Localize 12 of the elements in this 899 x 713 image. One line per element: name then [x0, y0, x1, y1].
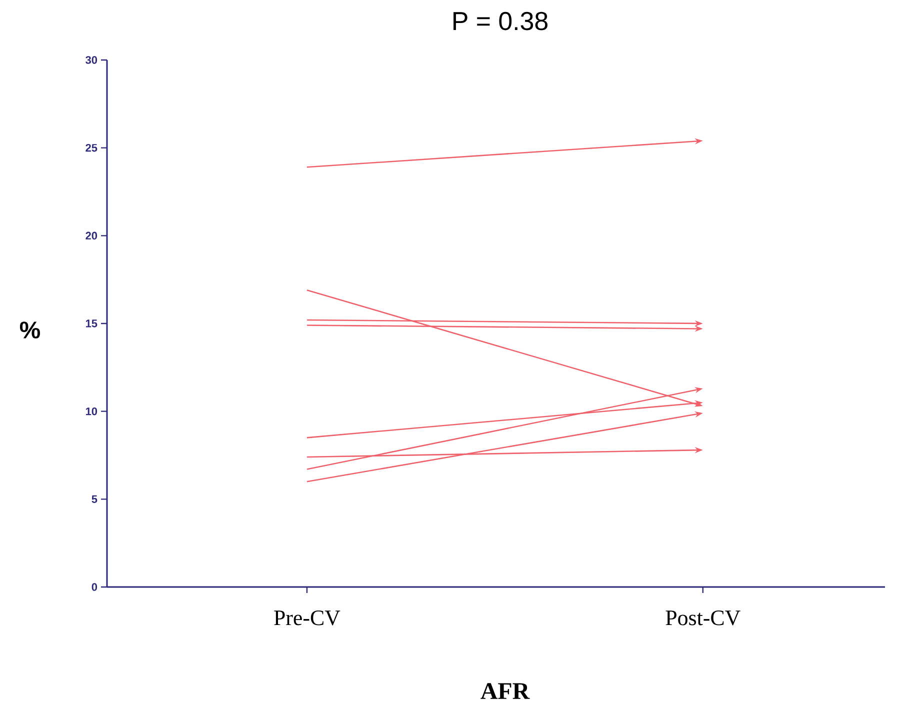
y-tick-label: 15 — [86, 320, 98, 328]
y-tick-label: 20 — [86, 232, 98, 240]
y-tick-label: 30 — [86, 56, 98, 64]
y-tick-label: 5 — [92, 495, 98, 503]
chart-title: P = 0.38 — [454, 12, 548, 30]
x-tick-label: Pre-CV — [274, 610, 340, 626]
y-tick-label: 10 — [86, 407, 98, 416]
y-axis-title: % — [20, 322, 40, 338]
y-tick-label: 0 — [92, 583, 98, 591]
y-tick-label: 25 — [86, 144, 98, 152]
x-tick-label: Post-CV — [666, 610, 740, 626]
x-axis-title: AFR — [480, 683, 530, 699]
